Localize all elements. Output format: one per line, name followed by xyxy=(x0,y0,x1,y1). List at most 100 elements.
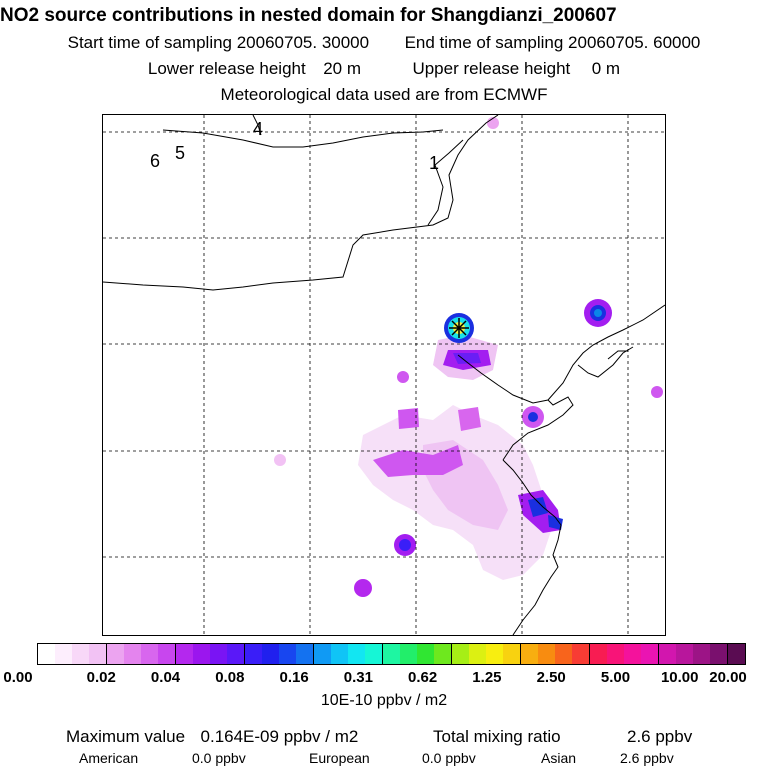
colorbar-tick-label: 0.02 xyxy=(86,669,116,686)
colorbar-swatch xyxy=(72,644,89,664)
upper-release-value: 0 m xyxy=(591,59,621,78)
colorbar-swatch xyxy=(434,644,452,664)
european-label: European xyxy=(309,750,370,766)
colorbar-swatch xyxy=(262,644,279,664)
sampling-time-line: Start time of sampling 20060705. 30000 E… xyxy=(0,33,768,53)
plume-spot xyxy=(594,309,602,317)
colorbar-swatch xyxy=(365,644,383,664)
colorbar-swatch xyxy=(400,644,417,664)
chart-title: NO2 source contributions in nested domai… xyxy=(0,5,617,26)
max-value-row: Maximum value 0.164E-09 ppbv / m2 xyxy=(66,727,358,747)
colorbar-swatch xyxy=(279,644,296,664)
colorbar-swatch xyxy=(38,644,55,664)
region-label: 6 xyxy=(150,151,160,171)
coastlines xyxy=(103,115,665,635)
colorbar-swatch xyxy=(521,644,538,664)
colorbar-swatch xyxy=(728,644,745,664)
colorbar-swatch xyxy=(348,644,365,664)
colorbar-swatch xyxy=(383,644,400,664)
colorbar-swatch xyxy=(296,644,314,664)
upper-release-label: Upper release height xyxy=(412,59,571,78)
colorbar-tick-label: 0.04 xyxy=(150,669,181,686)
colorbar-tick-label: 0.08 xyxy=(215,669,245,686)
map-panel: 4 6 5 1 xyxy=(102,114,666,636)
colorbar-swatch xyxy=(676,644,693,664)
plume-spot xyxy=(528,412,538,422)
colorbar-tick-label: 20.00 xyxy=(709,669,747,686)
total-row: Total mixing ratio xyxy=(433,727,561,747)
plume-mid xyxy=(458,407,481,431)
colorbar-swatch xyxy=(538,644,555,664)
start-time: Start time of sampling 20060705. 30000 xyxy=(67,33,370,52)
colorbar-swatch xyxy=(607,644,624,664)
colorbar-swatch xyxy=(659,644,676,664)
lower-release-value: 20 m xyxy=(323,59,361,78)
plume-mid xyxy=(548,515,563,530)
colorbar-swatch xyxy=(210,644,227,664)
colorbar-swatch xyxy=(417,644,434,664)
european-value: 0.0 ppbv xyxy=(422,750,476,766)
plume-spot xyxy=(397,371,409,383)
colorbar-tick-label: 1.25 xyxy=(472,669,502,686)
colorbar-swatch xyxy=(331,644,348,664)
colorbar-tick-label: 5.00 xyxy=(600,669,631,686)
max-label: Maximum value xyxy=(66,727,186,746)
colorbar-unit: 10E-10 ppbv / m2 xyxy=(320,692,448,709)
colorbar-swatch xyxy=(555,644,572,664)
plume-layer xyxy=(274,117,663,597)
map-canvas: 4 6 5 1 xyxy=(103,115,665,635)
region-label: 1 xyxy=(429,153,439,173)
plume-spot xyxy=(274,454,286,466)
colorbar-swatch xyxy=(314,644,331,664)
grid xyxy=(103,115,665,635)
colorbar-swatch xyxy=(641,644,659,664)
colorbar-swatch xyxy=(227,644,245,664)
plume-mid xyxy=(528,497,548,517)
colorbar-swatch xyxy=(158,644,176,664)
colorbar-tick-label: 10.00 xyxy=(660,669,699,686)
american-value: 0.0 ppbv xyxy=(192,750,246,766)
station-star-icon xyxy=(449,318,469,338)
region-label: 4 xyxy=(253,119,263,139)
max-value: 0.164E-09 ppbv / m2 xyxy=(200,727,359,746)
colorbar-swatch xyxy=(55,644,72,664)
asian-value: 2.6 ppbv xyxy=(620,750,674,766)
colorbar-swatch xyxy=(486,644,503,664)
colorbar-swatch xyxy=(452,644,469,664)
colorbar-swatch xyxy=(89,644,107,664)
colorbar-swatch xyxy=(245,644,262,664)
plume-spot xyxy=(651,386,663,398)
colorbar-swatch xyxy=(572,644,590,664)
colorbar-swatch xyxy=(193,644,210,664)
colorbar-swatch xyxy=(503,644,521,664)
asian-label: Asian xyxy=(541,750,577,766)
colorbar-tick-label: 0.62 xyxy=(408,669,438,686)
plume-spot xyxy=(354,579,372,597)
colorbar-tick-label: 0.00 xyxy=(3,669,33,686)
colorbar-swatch xyxy=(693,644,710,664)
colorbar-tick-label: 2.50 xyxy=(536,669,566,686)
plume-light xyxy=(453,353,481,364)
total-value: 2.6 ppbv xyxy=(627,727,693,746)
colorbar-swatch xyxy=(469,644,486,664)
lower-release-label: Lower release height xyxy=(147,59,306,78)
region-label: 5 xyxy=(175,143,185,163)
colorbar-swatch xyxy=(590,644,607,664)
colorbar-swatch xyxy=(176,644,193,664)
american-label: American xyxy=(79,750,139,766)
total-label: Total mixing ratio xyxy=(433,727,561,746)
colorbar-swatch xyxy=(624,644,641,664)
met-data-line: Meteorological data used are from ECMWF xyxy=(220,85,548,104)
colorbar xyxy=(37,643,746,665)
plume-spot xyxy=(399,539,411,551)
colorbar-swatch xyxy=(710,644,728,664)
release-height-line: Lower release height 20 m Upper release … xyxy=(0,59,768,79)
colorbar-swatch xyxy=(141,644,158,664)
colorbar-tick-label: 0.16 xyxy=(279,669,309,686)
plume-mid xyxy=(373,445,463,477)
plume-mid xyxy=(398,408,419,429)
colorbar-swatch xyxy=(107,644,124,664)
colorbar-swatch xyxy=(124,644,141,664)
colorbar-tick-label: 0.31 xyxy=(343,669,373,686)
end-time: End time of sampling 20060705. 60000 xyxy=(404,33,701,52)
